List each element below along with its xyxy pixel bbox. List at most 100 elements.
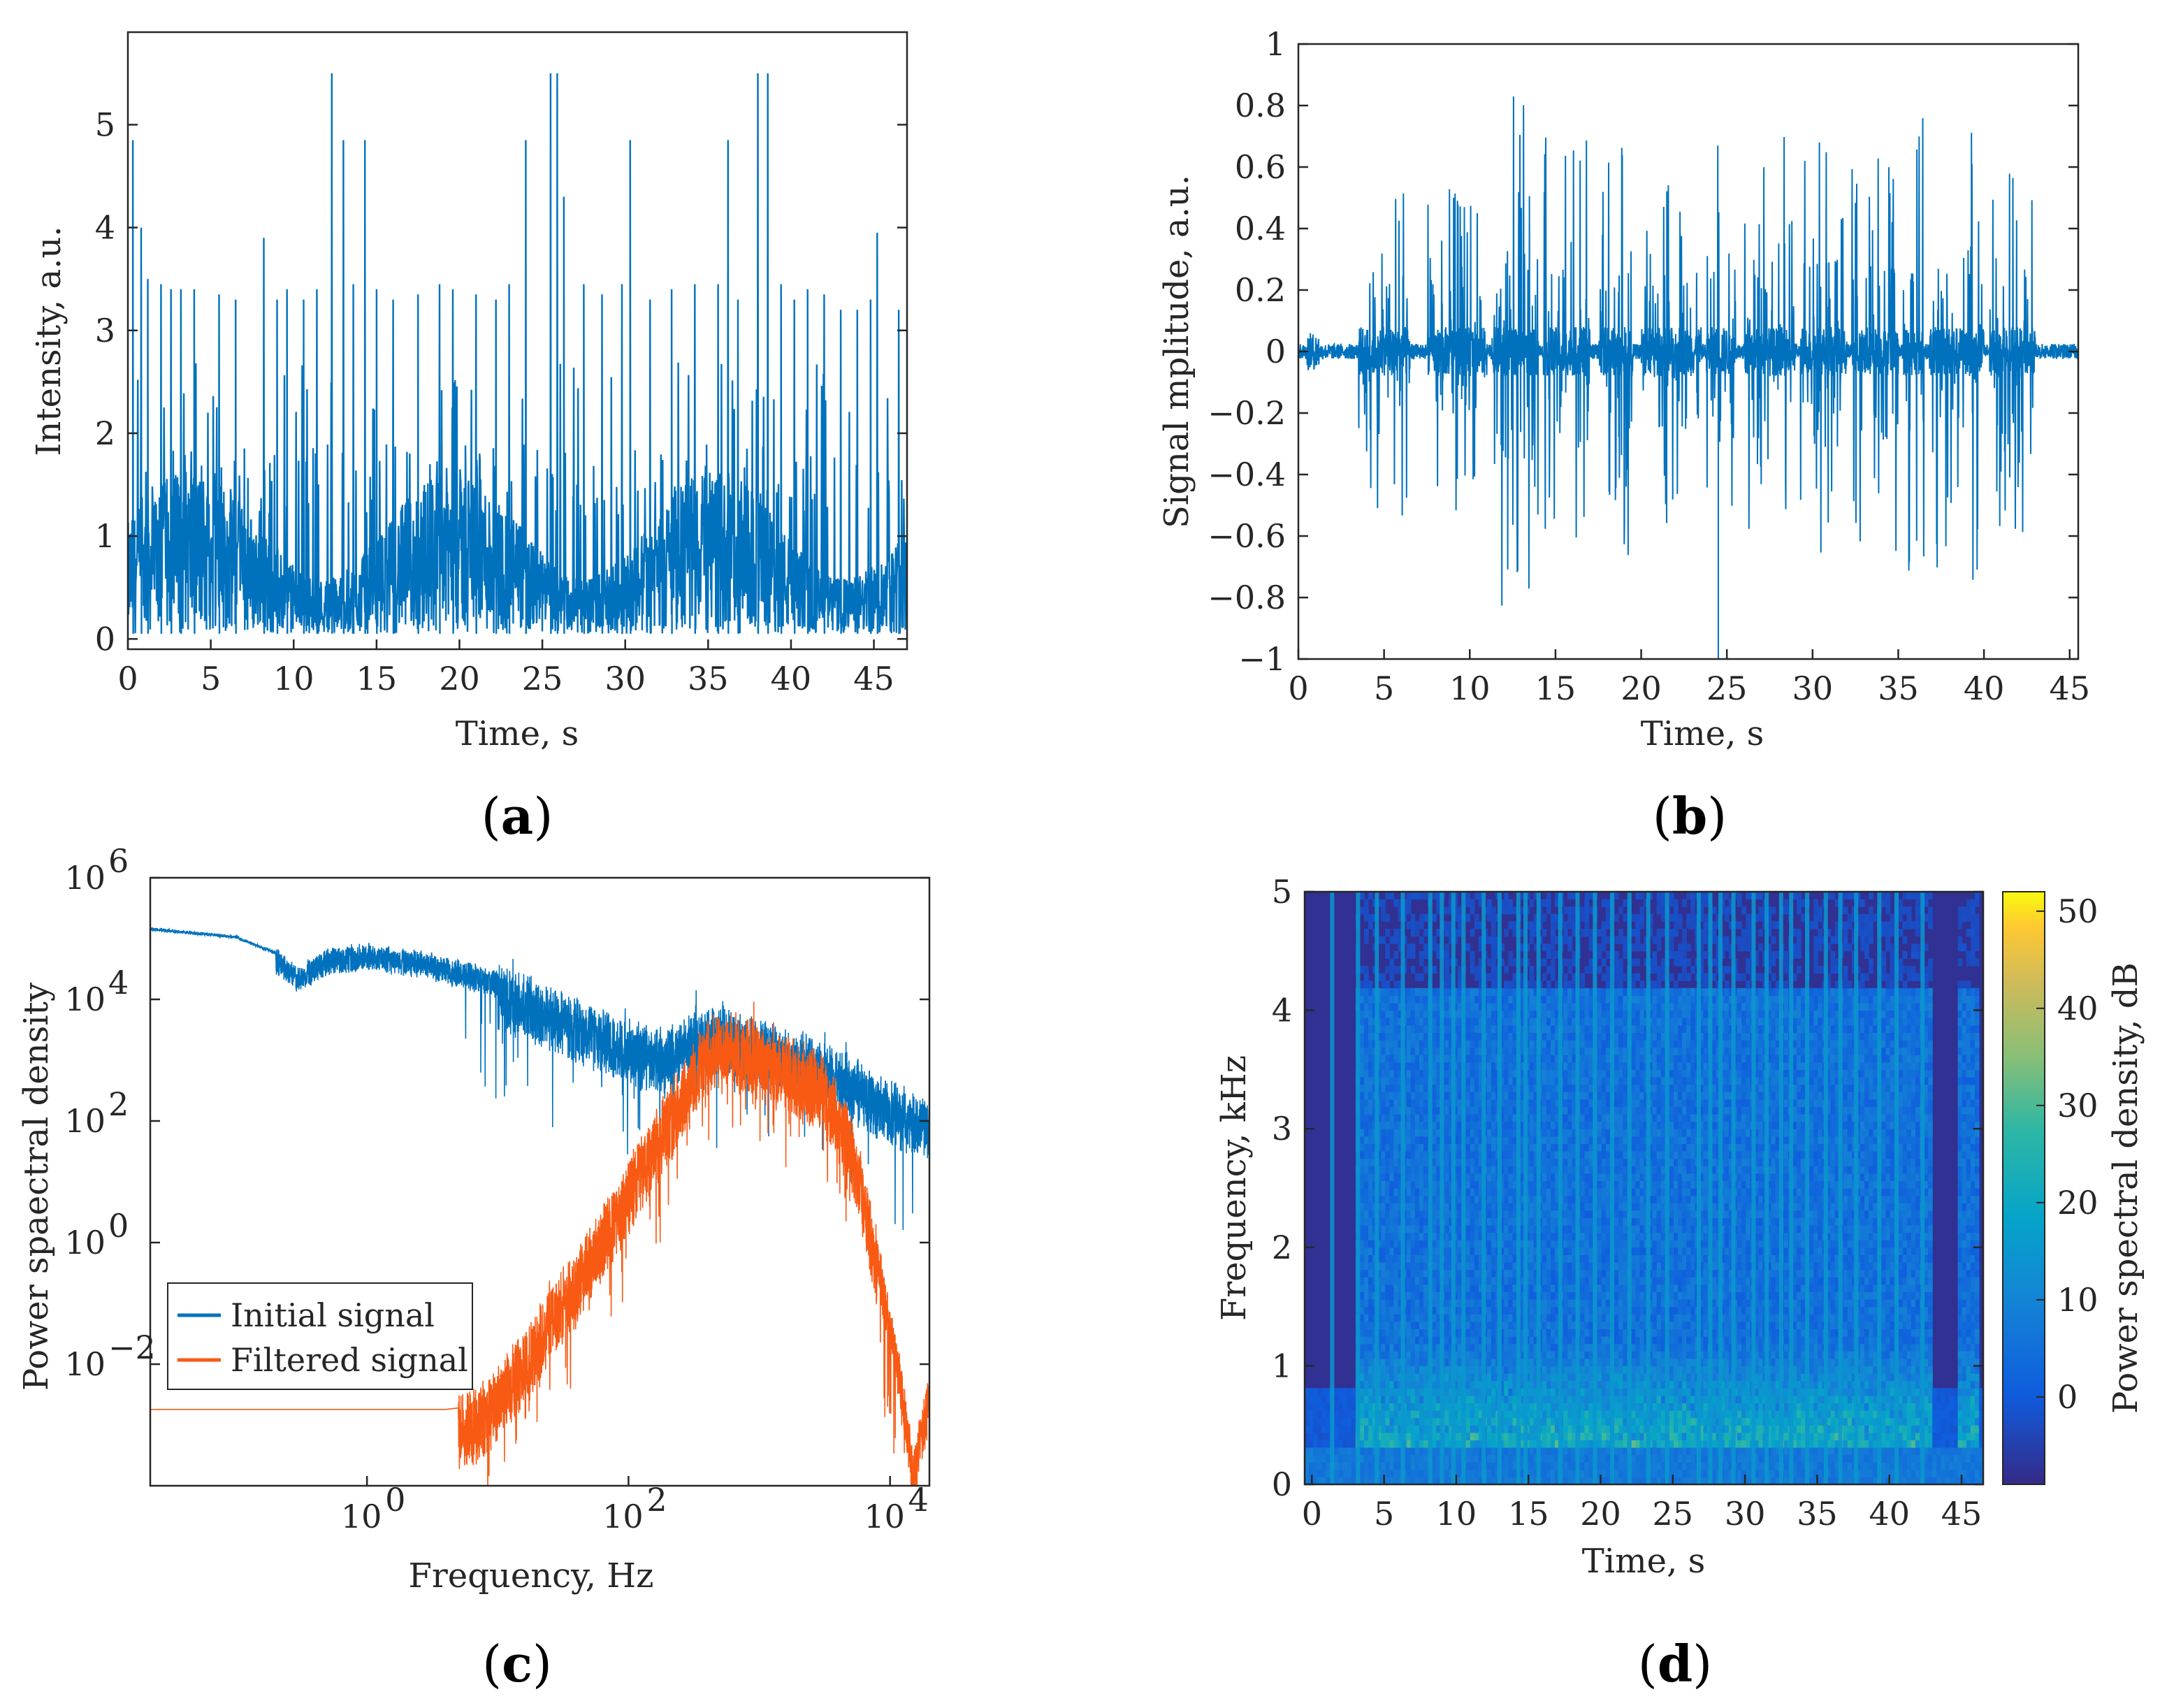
chart-b-ytick-label: 1	[1266, 25, 1286, 63]
chart-d-heat-cell	[1512, 1077, 1518, 1085]
chart-a-xtick-label: 30	[604, 660, 646, 697]
chart-d-heat-cell	[1623, 1129, 1628, 1137]
chart-d-heat-cell	[1504, 1143, 1509, 1152]
chart-d-heat-cell	[1385, 1351, 1390, 1359]
chart-d-heat-cell	[1457, 1129, 1463, 1137]
chart-d-heat-cell	[1567, 1136, 1572, 1144]
chart-d-heat-cell	[1457, 1380, 1463, 1389]
chart-d-heat-cell	[1414, 1388, 1420, 1396]
chart-d-heat-cell	[1465, 1477, 1471, 1484]
chart-d-heat-cell	[1487, 936, 1492, 944]
chart-d-heat-cell	[1508, 1166, 1513, 1174]
chart-d-heat-cell	[1614, 966, 1619, 974]
chart-d-heat-cell	[1423, 1380, 1428, 1389]
chart-d-heat-cell	[1508, 950, 1513, 959]
chart-d-heat-cell	[1326, 1432, 1331, 1440]
chart-d-heat-cell	[1377, 1284, 1382, 1292]
chart-d-heat-cell	[1551, 1210, 1556, 1218]
chart-d-heat-cell	[1618, 1247, 1623, 1255]
chart-d-heat-cell	[1423, 1232, 1428, 1240]
chart-c-ytick-exponent: 0	[108, 1207, 129, 1245]
chart-d-heat-cell	[1436, 1018, 1441, 1026]
chart-d-heat-cell	[1508, 1336, 1513, 1345]
chart-d-heat-cell	[1457, 1373, 1463, 1382]
chart-d-heat-cell	[1491, 1336, 1496, 1345]
chart-d-heat-cell	[1436, 1306, 1441, 1315]
chart-d-heat-cell	[1618, 1366, 1623, 1374]
chart-d-heat-cell	[1305, 1432, 1310, 1440]
chart-d-heat-cell	[1546, 980, 1551, 989]
chart-d-heat-cell	[1500, 1203, 1505, 1211]
chart-d-heat-cell	[1432, 1180, 1437, 1189]
chart-d-heat-cell	[1419, 987, 1424, 996]
chart-d-heat-cell	[1491, 1114, 1496, 1122]
chart-d-heat-cell	[1478, 1343, 1484, 1352]
chart-d-heat-cell	[1444, 966, 1449, 974]
chart-d-heat-cell	[1364, 1158, 1369, 1166]
chart-d-heat-cell	[1512, 921, 1518, 929]
chart-d-heat-cell	[1478, 987, 1484, 996]
chart-c-ytick-label: 10	[64, 859, 106, 897]
chart-d-heat-cell	[1572, 1477, 1576, 1484]
chart-d-heat-cell	[1500, 1351, 1505, 1359]
chart-d-heat-cell	[1491, 1321, 1496, 1329]
chart-d-heat-cell	[1436, 906, 1441, 915]
chart-d-heat-cell	[1555, 1114, 1560, 1122]
chart-d-heat-cell	[1444, 1247, 1449, 1255]
chart-c-plot-area	[150, 927, 929, 1486]
chart-d-heat-cell	[1478, 1358, 1484, 1366]
chart-d-heat-cell	[1504, 1336, 1509, 1345]
chart-d-heat-cell	[1389, 1447, 1395, 1456]
chart-d-heat-cell	[1521, 1003, 1526, 1011]
chart-d-heat-cell	[1432, 913, 1437, 922]
chart-d-heat-cell	[1364, 1151, 1369, 1159]
chart-d-heat-cell	[1342, 1469, 1348, 1477]
chart-d-heat-cell	[1487, 1395, 1492, 1403]
chart-d-heat-cell	[1597, 1114, 1602, 1122]
chart-d-heat-cell	[1512, 980, 1518, 989]
chart-d-heat-cell	[1478, 973, 1484, 981]
chart-d-heat-cell	[1470, 1425, 1475, 1433]
chart-d-heat-cell	[1377, 1462, 1382, 1470]
chart-d-heat-cell	[1474, 1158, 1479, 1166]
chart-d-heat-cell	[1546, 1232, 1551, 1240]
chart-d-heat-cell	[1605, 1410, 1611, 1419]
chart-d-heat-cell	[1533, 1440, 1539, 1448]
chart-d-heat-cell	[1584, 1336, 1590, 1345]
chart-d-heat-cell	[1504, 1203, 1509, 1211]
chart-d-heat-cell	[1377, 899, 1382, 907]
chart-d-heat-cell	[1614, 950, 1619, 959]
chart-d-heat-cell	[1614, 1351, 1619, 1359]
chart-d-heat-cell	[1512, 1269, 1518, 1278]
chart-d-heat-cell	[1359, 1395, 1365, 1403]
chart-d-heat-cell	[1614, 1129, 1619, 1137]
chart-d-heat-cell	[1364, 1166, 1369, 1174]
chart-d-heat-cell	[1465, 892, 1471, 900]
chart-d-heat-cell	[1377, 1432, 1382, 1440]
chart-d-heat-cell	[1572, 1336, 1576, 1345]
chart-d-heat-cell	[1457, 1195, 1463, 1203]
chart-d-heat-cell	[1393, 1136, 1399, 1144]
chart-d-heat-cell	[1584, 1417, 1590, 1426]
chart-d-heat-cell	[1423, 987, 1428, 996]
chart-d-heat-cell	[1500, 1225, 1505, 1233]
chart-d-heat-cell	[1546, 1262, 1551, 1271]
chart-d-heat-cell	[1385, 1203, 1390, 1211]
chart-d-heat-cell	[1597, 1291, 1602, 1300]
chart-d-heat-cell	[1555, 921, 1560, 929]
chart-d-heat-cell	[1555, 1351, 1560, 1359]
chart-d-heat-cell	[1521, 1217, 1526, 1226]
chart-d-heat-cell	[1309, 1469, 1314, 1477]
chart-d-heat-cell	[1389, 1380, 1395, 1389]
chart-d-heat-cell	[1546, 1062, 1551, 1070]
chart-d-heat-cell	[1389, 1188, 1395, 1196]
chart-d-heat-cell	[1529, 1477, 1535, 1484]
chart-d-heat-cell	[1436, 1403, 1441, 1411]
chart-b-xtick-label: 45	[2049, 670, 2090, 707]
chart-d-heat-cell	[1381, 1410, 1386, 1419]
chart-d-heat-cell	[1385, 1336, 1390, 1345]
chart-d-heat-cell	[1567, 1062, 1572, 1070]
chart-d-heat-cell	[1359, 1217, 1365, 1226]
chart-d-heat-cell	[1491, 1254, 1496, 1263]
chart-d-heat-cell	[1567, 1025, 1572, 1033]
